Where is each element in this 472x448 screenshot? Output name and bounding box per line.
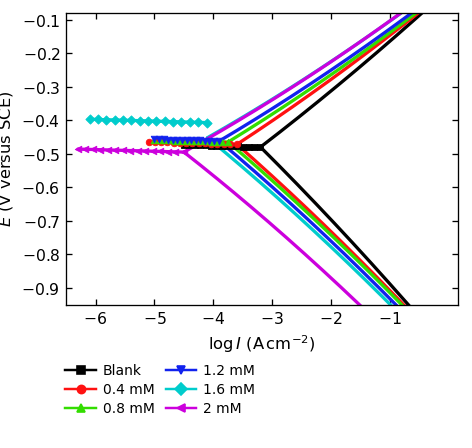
Point xyxy=(157,148,164,155)
Point xyxy=(213,141,221,148)
Point xyxy=(212,142,220,150)
Point xyxy=(224,139,232,146)
Point xyxy=(126,147,134,155)
Point xyxy=(149,148,157,155)
Point xyxy=(142,148,149,155)
Point xyxy=(171,149,179,156)
Point xyxy=(164,136,172,143)
Point xyxy=(194,119,202,126)
Point xyxy=(220,141,228,148)
Point xyxy=(169,136,177,143)
Point xyxy=(171,137,179,144)
Point xyxy=(257,144,264,151)
Point xyxy=(195,140,202,147)
Point xyxy=(202,142,210,149)
Point xyxy=(144,118,152,125)
Point xyxy=(136,117,143,125)
Point xyxy=(187,138,194,145)
Point xyxy=(182,138,189,145)
Point xyxy=(134,147,142,155)
Point xyxy=(161,118,169,125)
X-axis label: $\mathrm{log}\,I$ $(\mathrm{A\,cm}^{-2})$: $\mathrm{log}\,I$ $(\mathrm{A\,cm}^{-2})… xyxy=(208,333,316,354)
Point xyxy=(155,136,163,143)
Point xyxy=(191,142,199,149)
Point xyxy=(151,139,159,146)
Point xyxy=(203,138,211,145)
Point xyxy=(251,143,258,151)
Point xyxy=(233,141,241,148)
Point xyxy=(201,137,209,144)
Point xyxy=(174,137,181,144)
Point xyxy=(164,148,172,155)
Point xyxy=(196,137,204,144)
Point xyxy=(213,138,221,146)
Point xyxy=(204,119,211,126)
Point xyxy=(169,118,177,125)
Point xyxy=(104,146,112,154)
Point xyxy=(97,146,104,154)
Point xyxy=(216,138,223,145)
Point xyxy=(196,142,204,149)
Point xyxy=(119,147,126,154)
Point xyxy=(111,147,119,154)
Point xyxy=(207,140,215,147)
Point xyxy=(180,149,188,156)
Point xyxy=(111,116,118,124)
Point xyxy=(89,146,97,153)
Point xyxy=(188,140,196,147)
Point xyxy=(127,117,135,124)
Point xyxy=(240,143,247,151)
Point xyxy=(178,137,185,144)
Point xyxy=(163,139,171,146)
Point xyxy=(234,143,242,150)
Point xyxy=(82,146,89,153)
Point xyxy=(161,137,169,144)
Point xyxy=(186,119,194,126)
Point xyxy=(182,140,190,147)
Point xyxy=(156,137,163,144)
Point xyxy=(192,137,200,144)
Point xyxy=(187,137,195,144)
Point xyxy=(74,146,82,153)
Point xyxy=(180,142,188,149)
Point xyxy=(207,142,215,150)
Point xyxy=(102,116,110,124)
Point xyxy=(185,142,193,149)
Point xyxy=(208,138,216,146)
Point xyxy=(226,141,234,148)
Y-axis label: $E$ (V versus SCE): $E$ (V versus SCE) xyxy=(0,91,15,227)
Point xyxy=(177,119,185,126)
Point xyxy=(157,139,165,146)
Point xyxy=(183,137,190,144)
Point xyxy=(177,138,184,145)
Point xyxy=(166,137,174,144)
Point xyxy=(229,143,236,150)
Point xyxy=(151,136,158,143)
Point xyxy=(245,143,253,151)
Point xyxy=(206,138,213,145)
Point xyxy=(152,118,160,125)
Point xyxy=(201,140,209,147)
Point xyxy=(160,136,168,143)
Legend: Blank, 0.4 mM, 0.8 mM, 1.2 mM, 1.6 mM, 2 mM: Blank, 0.4 mM, 0.8 mM, 1.2 mM, 1.6 mM, 2… xyxy=(65,364,255,416)
Point xyxy=(192,138,200,145)
Point xyxy=(145,138,152,146)
Point xyxy=(218,142,226,150)
Point xyxy=(86,116,93,123)
Point xyxy=(219,138,226,146)
Point xyxy=(210,138,218,145)
Point xyxy=(94,116,102,123)
Point xyxy=(198,138,205,145)
Point xyxy=(119,117,127,124)
Point xyxy=(223,143,231,150)
Point xyxy=(170,139,177,146)
Point xyxy=(151,137,158,144)
Point xyxy=(176,139,184,146)
